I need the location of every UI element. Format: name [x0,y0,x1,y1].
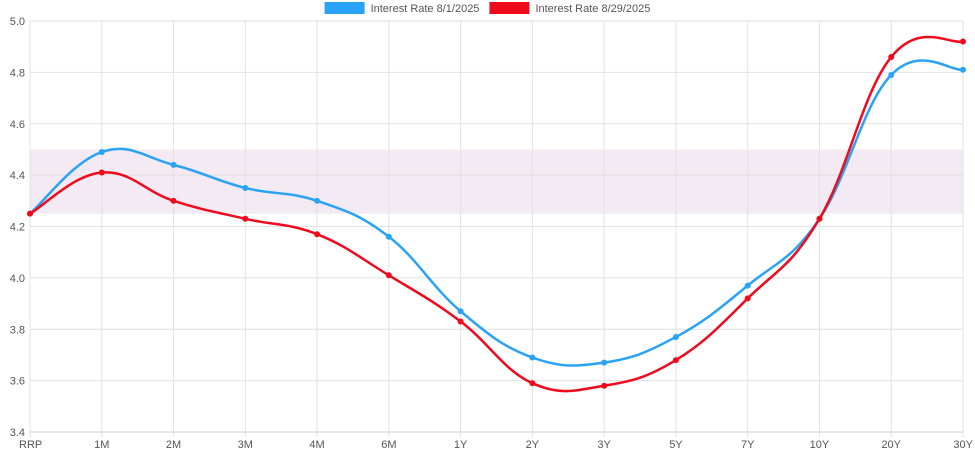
data-point[interactable] [601,359,608,366]
target-range-band [30,149,963,214]
x-tick-label: 6M [381,439,396,451]
data-point[interactable] [672,357,679,364]
data-point[interactable] [98,169,105,176]
y-tick-label: 3.6 [10,376,25,388]
y-tick-label: 5.0 [10,16,25,28]
y-tick-label: 4.2 [10,222,25,234]
data-point[interactable] [242,215,249,222]
data-point[interactable] [457,318,464,325]
y-tick-label: 3.4 [10,427,25,439]
data-point[interactable] [314,231,321,238]
data-point[interactable] [888,71,895,78]
legend-item-1[interactable]: Interest Rate 8/1/2025 [324,2,480,15]
y-tick-label: 3.8 [10,324,25,336]
y-tick-label: 4.0 [10,273,25,285]
x-tick-label: 30Y [953,439,973,451]
legend-item-2[interactable]: Interest Rate 8/29/2025 [489,2,650,15]
data-point[interactable] [960,38,966,45]
data-point[interactable] [816,215,823,222]
data-point[interactable] [385,272,392,279]
data-point[interactable] [314,197,321,204]
x-tick-label: 3Y [597,439,611,451]
series-lines [27,35,966,393]
y-tick-label: 4.6 [10,119,25,131]
x-tick-label: 2M [166,439,181,451]
legend-label: Interest Rate 8/1/2025 [371,3,480,15]
data-point[interactable] [601,382,608,389]
x-tick-label: 4M [309,439,324,451]
x-tick-label: 1Y [454,439,468,451]
data-point[interactable] [744,282,751,289]
data-point[interactable] [672,333,679,340]
data-point[interactable] [170,197,177,204]
x-tick-label: 1M [94,439,109,451]
data-point[interactable] [960,66,966,73]
series-line [28,35,965,393]
legend[interactable]: Interest Rate 8/1/2025 Interest Rate 8/29… [324,2,651,15]
data-point[interactable] [888,53,895,60]
x-tick-label: RRP [19,439,42,451]
data-point[interactable] [98,149,105,156]
target-range-band-rect [30,149,963,214]
data-point[interactable] [242,184,249,191]
x-tick-label: 5Y [669,439,683,451]
legend-swatch [324,2,365,14]
data-point[interactable] [529,380,536,387]
y-tick-label: 4.8 [10,67,25,79]
x-tick-label: 7Y [741,439,755,451]
legend-label: Interest Rate 8/29/2025 [535,3,650,15]
grid [29,20,964,437]
x-tick-label: 2Y [526,439,540,451]
x-tick-label: 20Y [881,439,901,451]
data-point[interactable] [385,233,392,240]
data-point[interactable] [529,354,536,361]
x-tick-label: 10Y [810,439,830,451]
legend-swatch [489,2,530,14]
y-tick-label: 4.4 [10,170,25,182]
data-point[interactable] [744,295,751,302]
data-point[interactable] [27,210,33,217]
x-tick-label: 3M [238,439,253,451]
axes: 3.4 3.6 3.8 4.0 4.2 4.4 4.6 4.8 5.0 RRP 1M 2M 3M 4M 6M… [10,16,974,451]
data-point[interactable] [457,308,464,315]
series-2 [27,35,966,393]
data-point[interactable] [170,161,177,168]
